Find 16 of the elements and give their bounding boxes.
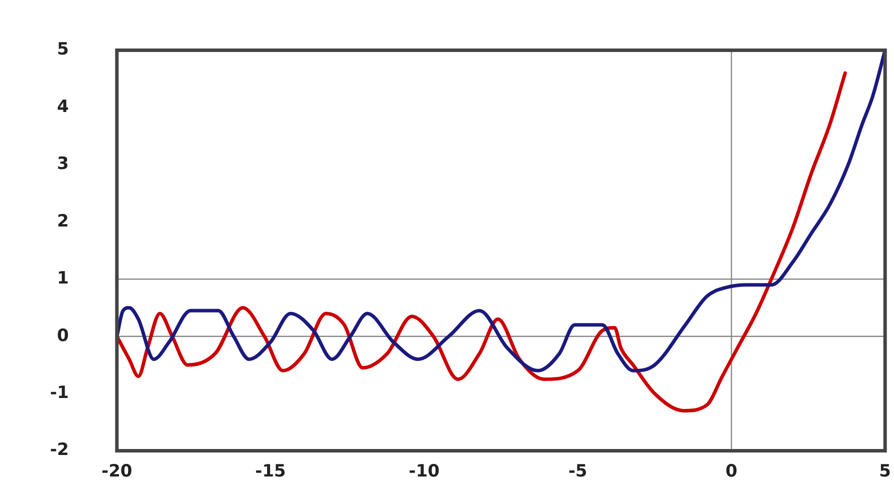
x-tick-label: -15	[255, 461, 286, 482]
y-tick-label: 1	[57, 268, 69, 289]
y-tick-label: 2	[57, 211, 69, 232]
y-tick-label: 5	[57, 40, 69, 60]
y-tick-label: 3	[57, 154, 69, 174]
x-tick-label: -5	[568, 461, 588, 482]
line-series	[116, 50, 886, 372]
y-tick-label: -1	[50, 382, 69, 403]
x-tick-label: -10	[408, 461, 440, 482]
x-tick-label: 0	[726, 461, 738, 482]
line-series	[116, 71, 847, 412]
y-tick-label: -2	[50, 440, 69, 460]
x-tick-label: 5	[879, 461, 892, 482]
y-tick-label: 0	[57, 326, 70, 346]
x-tick-label: -20	[102, 461, 132, 482]
y-tick-label: 4	[57, 96, 70, 117]
